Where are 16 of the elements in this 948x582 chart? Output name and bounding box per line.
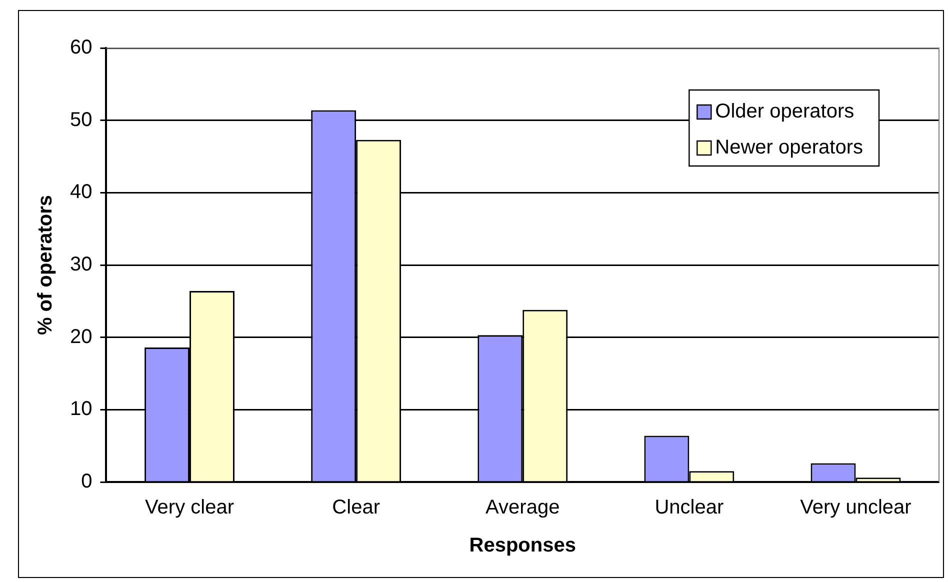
y-axis-title: % of operators [34, 194, 57, 336]
x-tick-label: Clear [332, 496, 380, 519]
y-tick-label: 10 [70, 398, 92, 420]
y-tick-label: 60 [70, 36, 92, 59]
x-tick-label: Average [486, 496, 560, 519]
y-tick-label: 30 [70, 254, 92, 276]
legend-label: Newer operators [715, 136, 863, 159]
y-tick-label: 50 [70, 108, 92, 131]
x-axis-title: Responses [469, 534, 576, 557]
y-tick-label: 20 [70, 326, 92, 348]
x-tick-label: Very unclear [800, 496, 912, 519]
x-tick-label: Very clear [145, 496, 234, 519]
y-tick-label: 40 [70, 181, 92, 204]
y-tick-label: 0 [81, 470, 92, 493]
x-tick-label: Unclear [654, 496, 724, 519]
legend-label: Older operators [715, 100, 854, 123]
